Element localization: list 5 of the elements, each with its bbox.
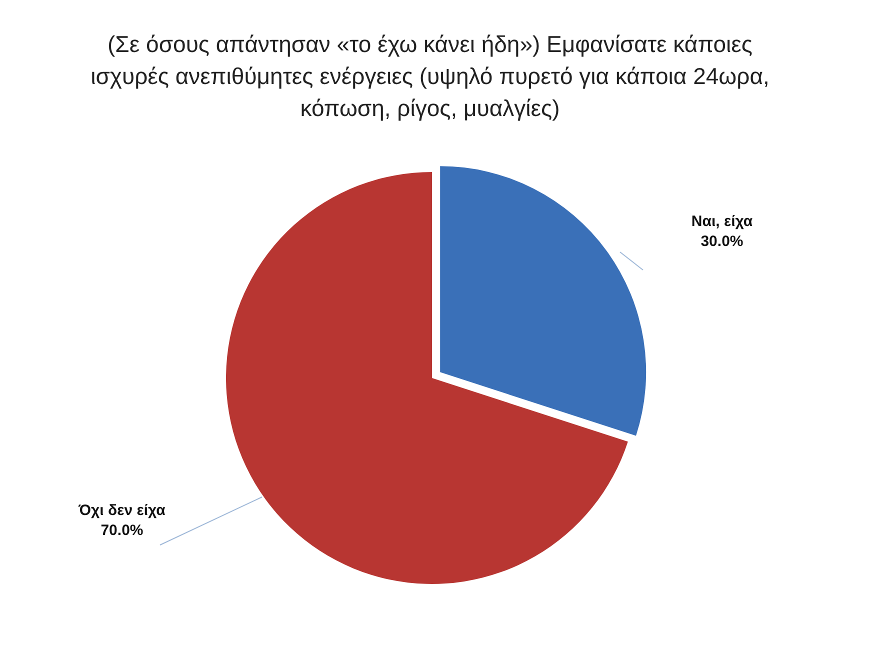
data-label: 70.0%	[100, 522, 144, 539]
chart-title: (Σε όσους απάντησαν «το έχω κάνει ήδη») Εμφανίσατε κάποιες ισχυρές ανεπιθύμητες ενέργειες (υψηλό πυρετό για κάποια 24ωρα, κόπωση, ρίγος, μυαλγίες)	[90, 31, 770, 121]
slice-label: Ναι, είχα	[691, 213, 754, 230]
slice-label: Όχι δεν είχα	[78, 502, 166, 519]
data-label: 30.0%	[700, 233, 744, 250]
